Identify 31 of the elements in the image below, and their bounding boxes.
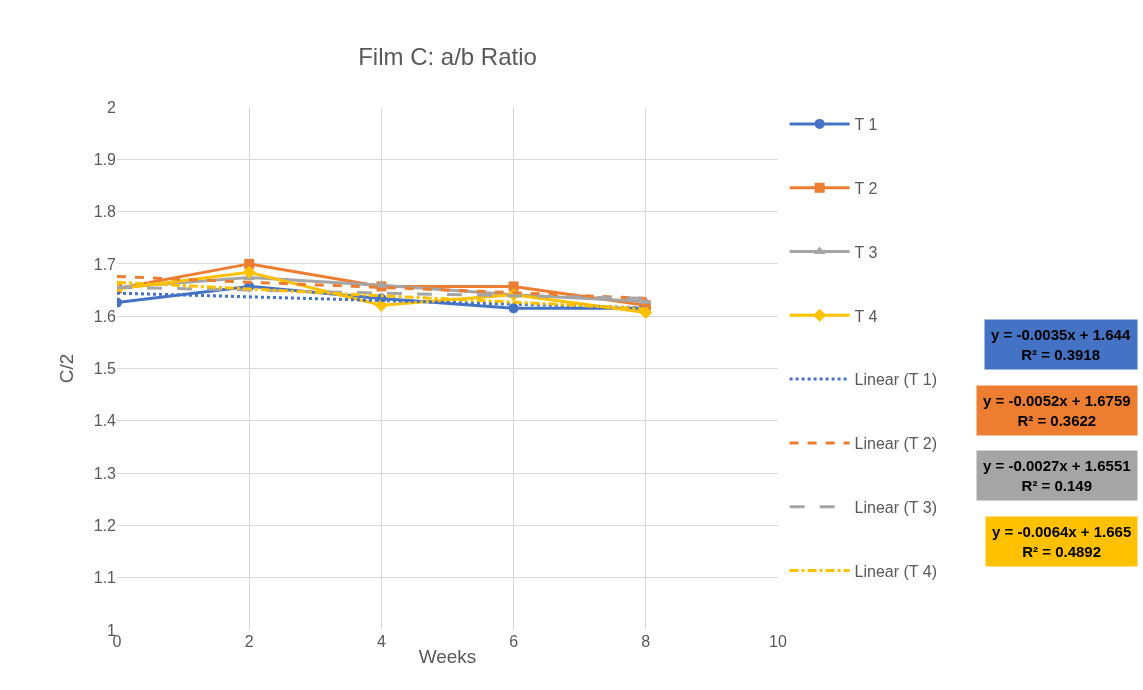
text: y = -0.0064x + 1.665 R² = 0.4892 bbox=[992, 523, 1132, 560]
chart-title: Film C: a/b Ratio bbox=[358, 43, 537, 71]
x-tick-label: 0 bbox=[112, 633, 122, 650]
y-tick-label: 1.4 bbox=[93, 412, 117, 430]
text: y = -0.0052x + 1.6759 R² = 0.3622 bbox=[983, 392, 1131, 429]
text: y = -0.0027x + 1.6551 R² = 0.149 bbox=[983, 457, 1131, 494]
y-tick-label: 1.1 bbox=[93, 569, 117, 587]
x-axis-title: Weeks bbox=[418, 645, 477, 667]
x-tick-label: 8 bbox=[641, 633, 651, 650]
y-tick-label: 1.5 bbox=[93, 360, 117, 378]
legend-label: Linear (T 2) bbox=[854, 435, 938, 453]
legend-label: T 2 bbox=[854, 179, 878, 197]
y-tick-label: 2 bbox=[107, 98, 117, 116]
y-tick-label: 1.7 bbox=[93, 255, 117, 273]
y-tick-label: 1.8 bbox=[93, 203, 117, 221]
legend-label: T 4 bbox=[854, 307, 878, 325]
legend-label: Linear (T 1) bbox=[854, 371, 938, 389]
y-tick-label: 1.2 bbox=[93, 517, 117, 534]
x-tick-label: 10 bbox=[769, 633, 787, 650]
text: y = -0.0035x + 1.644 R² = 0.3918 bbox=[991, 326, 1131, 363]
y-axis-title: C/2 bbox=[55, 353, 77, 384]
legend-label: Linear (T 3) bbox=[854, 498, 938, 516]
x-tick-label: 4 bbox=[376, 633, 386, 650]
y-tick-label: 1.3 bbox=[93, 464, 117, 482]
x-tick-label: 6 bbox=[509, 633, 519, 650]
legend-label: Linear (T 4) bbox=[854, 562, 938, 580]
legend-label: T 3 bbox=[854, 243, 878, 261]
y-tick-label: 1.9 bbox=[93, 150, 117, 168]
legend-label: T 1 bbox=[854, 116, 878, 134]
x-tick-label: 2 bbox=[244, 633, 254, 650]
y-tick-label: 1.6 bbox=[93, 307, 117, 325]
